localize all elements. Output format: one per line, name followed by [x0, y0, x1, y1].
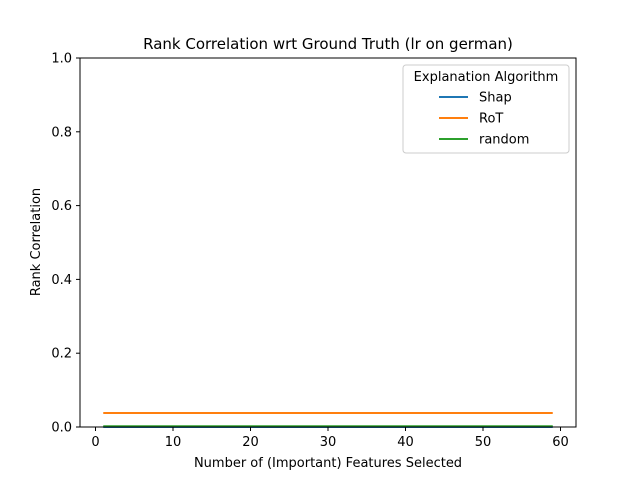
chart-title: Rank Correlation wrt Ground Truth (lr on… — [143, 35, 513, 53]
x-tick-label: 60 — [552, 435, 569, 450]
x-tick-label: 20 — [242, 435, 259, 450]
y-axis-label: Rank Correlation — [29, 188, 44, 296]
x-axis: 0 10 20 30 40 50 60 — [91, 427, 569, 450]
legend-box — [402, 64, 570, 154]
y-tick-label: 1.0 — [51, 52, 72, 67]
x-tick-label: 50 — [475, 435, 492, 450]
legend-label-rot: RoT — [479, 112, 503, 127]
x-axis-label: Number of (Important) Features Selected — [194, 456, 462, 471]
legend-label-shap: Shap — [479, 91, 512, 106]
x-tick-label: 0 — [91, 435, 99, 450]
y-axis: 0.0 0.2 0.4 0.6 0.8 1.0 — [51, 52, 80, 436]
legend: Explanation Algorithm Shap RoT random — [402, 64, 570, 154]
legend-title: Explanation Algorithm — [414, 70, 559, 85]
x-tick-label: 10 — [165, 435, 182, 450]
y-tick-label: 0.2 — [51, 347, 72, 362]
x-tick-label: 40 — [397, 435, 414, 450]
y-tick-label: 0.8 — [51, 125, 72, 140]
legend-label-random: random — [479, 133, 529, 148]
x-tick-label: 30 — [320, 435, 337, 450]
y-tick-label: 0.4 — [51, 273, 72, 288]
y-tick-label: 0.6 — [51, 199, 72, 214]
y-tick-label: 0.0 — [51, 421, 72, 436]
